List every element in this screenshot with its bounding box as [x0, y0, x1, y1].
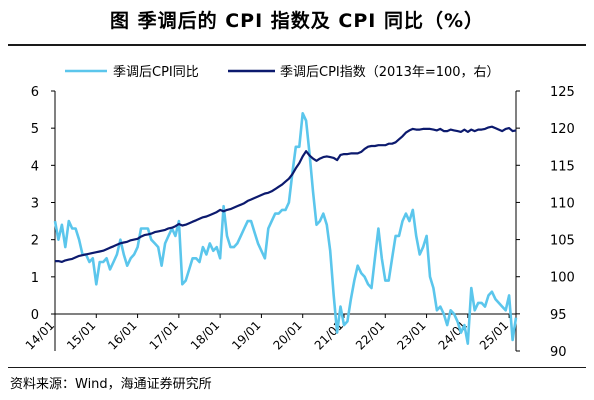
x-tick-label: 16/01 [105, 318, 139, 352]
right-tick-label: 90 [550, 345, 567, 360]
right-tick-label: 120 [550, 122, 575, 137]
right-tick-label: 115 [550, 159, 575, 174]
legend-label-cpi-yoy: 季调后CPI同比 [113, 65, 199, 80]
x-tick-label: 22/01 [353, 318, 387, 352]
legend: 季调后CPI同比 季调后CPI指数（2013年=100，右） [65, 65, 500, 80]
series-line-cpi-index [55, 125, 517, 263]
right-tick-label: 125 [550, 85, 575, 100]
x-tick-label: 23/01 [394, 318, 428, 352]
series-lines [53, 112, 518, 346]
left-tick-label: 6 [31, 85, 39, 100]
left-tick-label: 3 [31, 197, 39, 212]
source-note: 资料来源：Wind，海通证券研究所 [10, 377, 212, 392]
x-tick-label: 17/01 [147, 318, 181, 352]
top-rule [8, 44, 586, 46]
right-tick-label: 110 [550, 196, 575, 211]
x-tick-label: 19/01 [229, 318, 263, 352]
x-tick-label: 24/01 [436, 318, 470, 352]
left-tick-label: 2 [31, 234, 39, 249]
x-tick-label: 20/01 [270, 318, 304, 352]
left-tick-label: 4 [31, 159, 39, 174]
x-tick-label: 25/01 [477, 318, 511, 352]
left-tick-label: 1 [31, 271, 39, 286]
right-tick-label: 105 [550, 234, 575, 249]
left-tick-label: 0 [31, 308, 39, 323]
x-tick-label: 18/01 [188, 318, 222, 352]
left-tick-label: 5 [31, 122, 39, 137]
x-tick-label: 15/01 [64, 318, 98, 352]
right-tick-label: 95 [550, 308, 567, 323]
x-tick-label: 21/01 [312, 318, 346, 352]
chart-title: 图 季调后的 CPI 指数及 CPI 同比（%） [110, 10, 484, 32]
right-tick-label: 100 [550, 271, 575, 286]
series-line-cpi-yoy [53, 112, 518, 346]
bottom-rule [8, 367, 586, 368]
legend-label-cpi-index: 季调后CPI指数（2013年=100，右） [280, 65, 500, 80]
x-tick-label: 14/01 [23, 318, 57, 352]
